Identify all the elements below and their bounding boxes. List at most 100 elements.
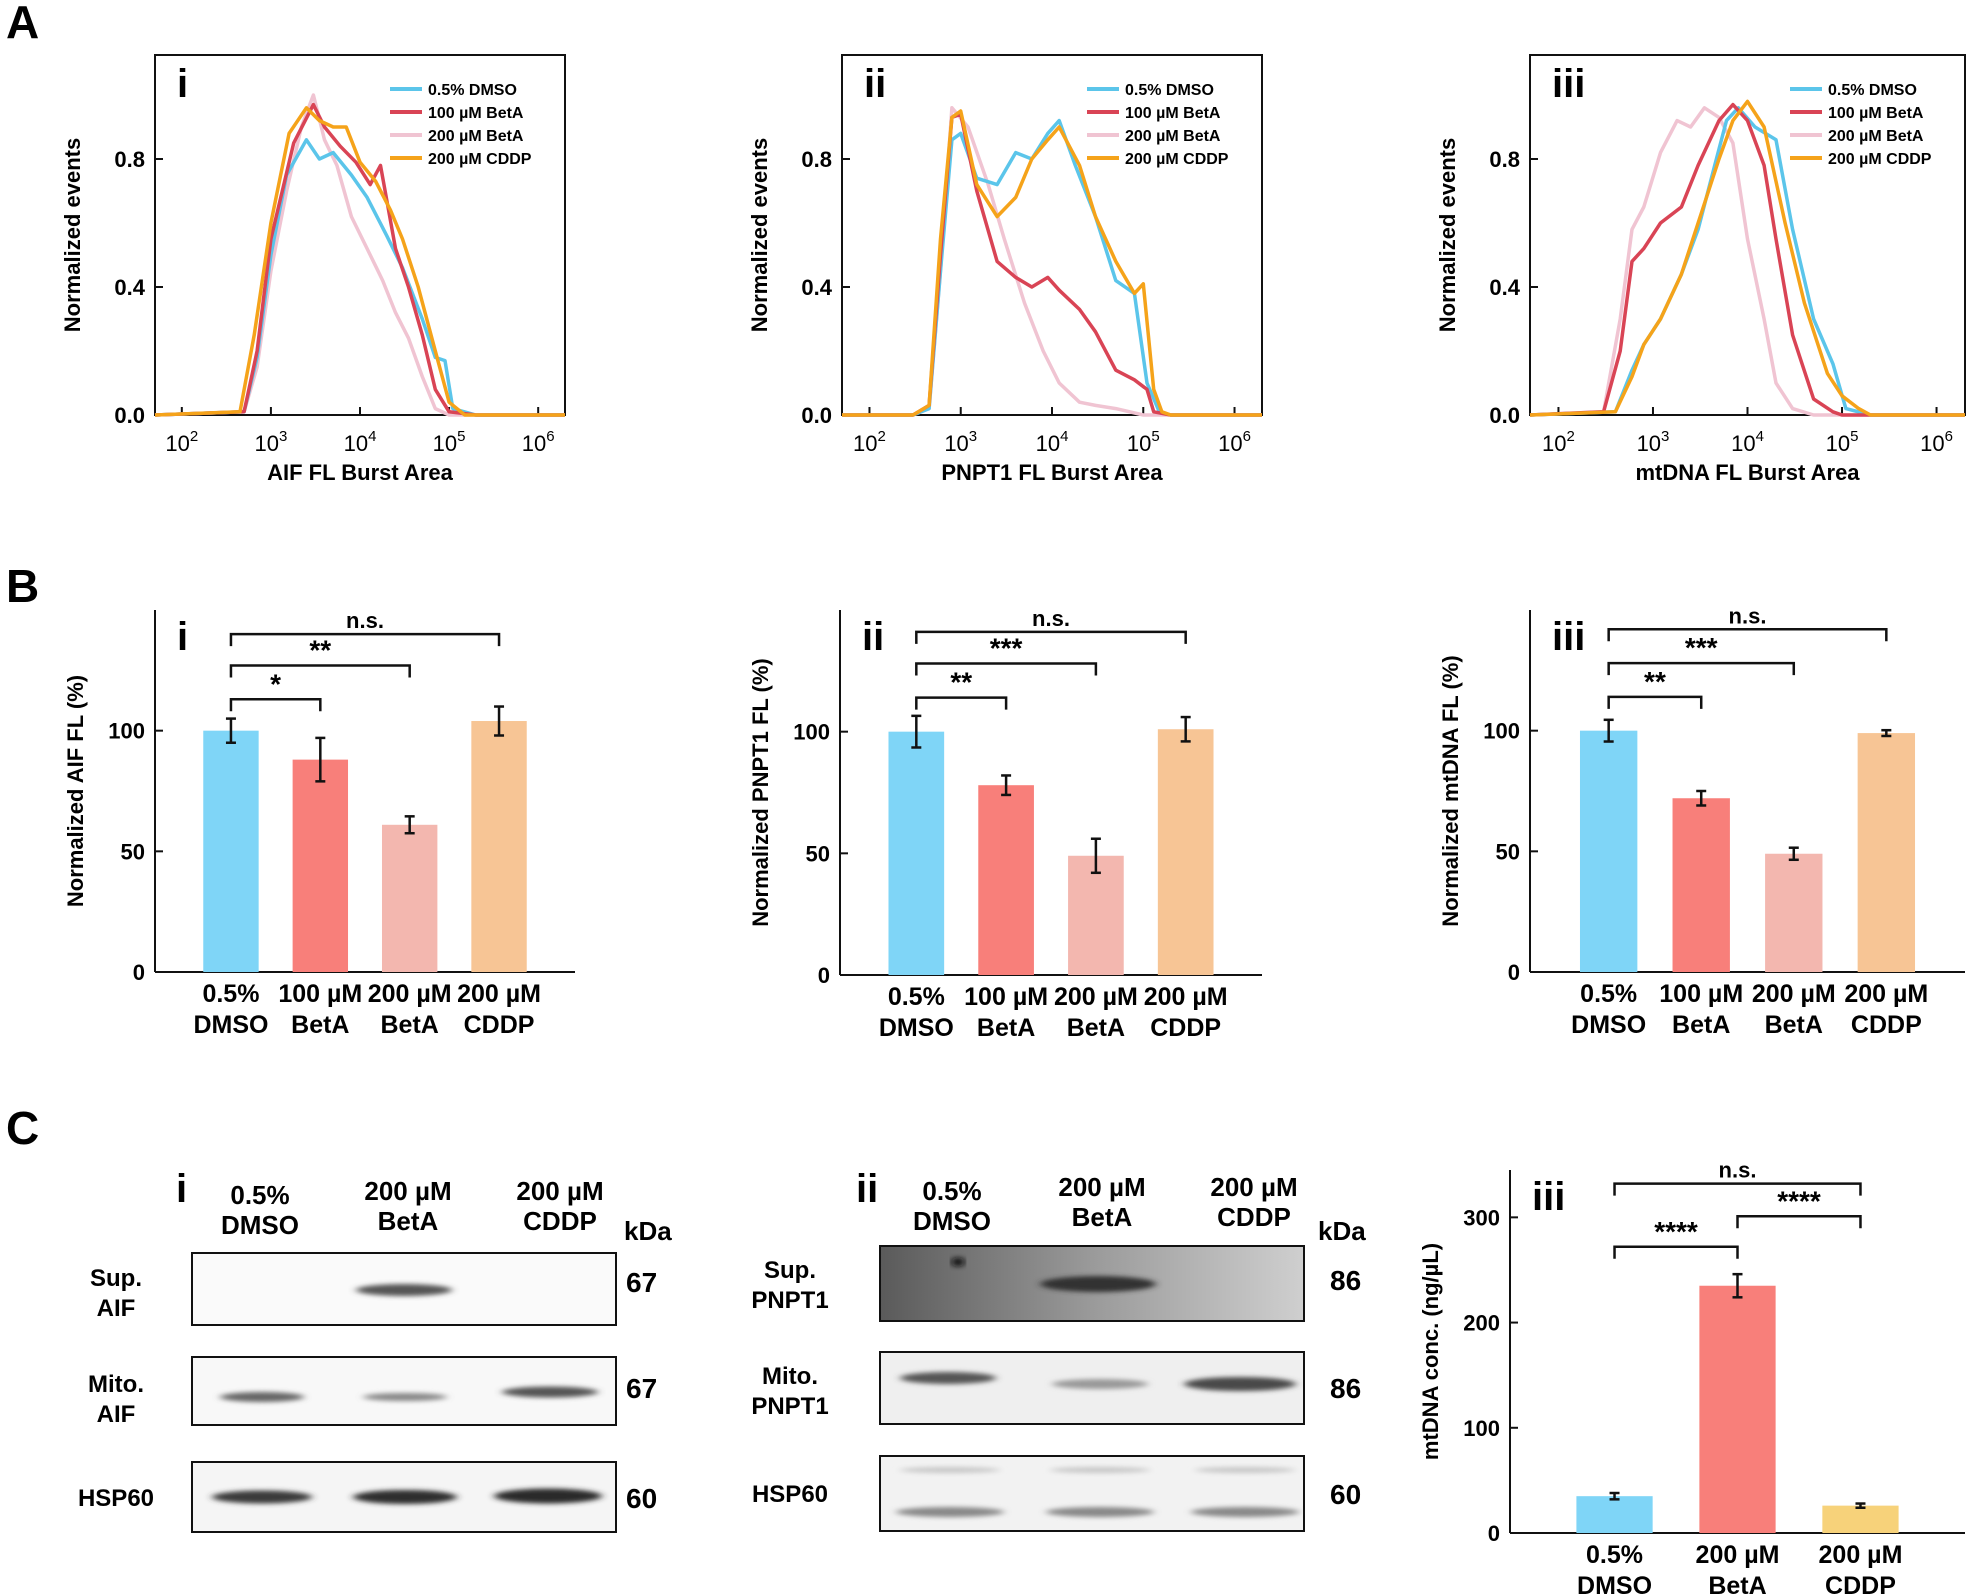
y-tick-label: 300 — [1463, 1205, 1500, 1230]
y-tick-label: 0.8 — [801, 147, 832, 172]
legend-label: 200 µM BetA — [428, 128, 524, 145]
blot-lane-label: BetA — [378, 1206, 439, 1236]
significance-label: ** — [309, 635, 331, 666]
significance-bracket — [1613, 1245, 1739, 1259]
y-axis-label: Normalized events — [60, 138, 85, 332]
legend-label: 100 µM BetA — [428, 105, 524, 122]
bar — [1672, 798, 1730, 972]
bar — [292, 759, 349, 972]
category-label: 200 µM — [1844, 980, 1928, 1008]
significance-bracket — [915, 662, 1098, 676]
significance-label: n.s. — [346, 608, 384, 633]
category-label: CDDP — [464, 1011, 535, 1039]
sub-label-ci: i — [176, 1167, 187, 1211]
sub-label: iii — [1552, 62, 1585, 106]
kda-label: kDa — [624, 1216, 672, 1246]
y-tick-label: 50 — [806, 841, 830, 866]
y-axis-label: Normalized PNPT1 FL (%) — [748, 658, 773, 927]
x-axis-label: PNPT1 FL Burst Area — [941, 460, 1163, 485]
legend-label: 0.5% DMSO — [1125, 82, 1214, 99]
blot-row-label: AIF — [97, 1401, 136, 1428]
blot-band — [353, 1490, 457, 1504]
bar-chart-pnpt1: 0 50 100 0.5% DMSO 100 µM BetA 200 µM BetA 200 µM… — [748, 606, 1262, 1042]
x-axis-label: mtDNA FL Burst Area — [1635, 460, 1860, 485]
blot-band — [900, 1467, 1000, 1473]
bar-chart-mtdna: 0 50 100 0.5% DMSO 100 µM BetA 200 µM BetA 200 µM… — [1438, 603, 1965, 1039]
y-axis-label: Normalized AIF FL (%) — [63, 675, 88, 907]
significance-bracket — [915, 630, 1187, 644]
significance-label: **** — [1777, 1185, 1821, 1216]
y-tick-label: 0.0 — [114, 403, 145, 428]
category-label: 100 µM — [1659, 980, 1743, 1008]
y-axis-label: Normalized mtDNA FL (%) — [1438, 655, 1463, 926]
category-label: 200 µM — [1144, 983, 1228, 1011]
y-tick-label: 100 — [793, 720, 830, 745]
x-tick-label: 103 — [254, 428, 287, 456]
x-tick-label: 104 — [1036, 428, 1069, 456]
x-tick-label: 103 — [944, 428, 977, 456]
blot-row-label: Sup. — [90, 1265, 142, 1292]
bar — [1765, 853, 1823, 972]
y-axis-label: mtDNA conc. (ng/µL) — [1418, 1243, 1443, 1460]
bar-chart-mtdna-conc: 0 100 200 300 0.5% DMSO 200 µM BetA 200 µM CDDP **… — [1418, 1158, 1965, 1596]
blot-lane-label: BetA — [1072, 1202, 1133, 1232]
sub-label: iii — [1552, 615, 1585, 659]
x-tick-label: 105 — [1127, 428, 1160, 456]
series-line — [1529, 106, 1965, 417]
blot-band — [896, 1507, 1004, 1517]
y-tick-label: 0.4 — [1489, 275, 1520, 300]
category-label: 200 µM — [368, 980, 452, 1008]
blot-lane-label: 200 µM — [1058, 1172, 1145, 1202]
bar-chart-aif: 0 50 100 0.5% DMSO 100 µM BetA 200 µM BetA 200 µM… — [63, 608, 575, 1039]
y-axis-label: Normalized events — [1435, 138, 1460, 332]
significance-bracket — [1736, 1215, 1862, 1229]
histogram-aif: i 0.0 0.4 0.8 102 103 104 105 106 AIF FL Burst Ar… — [60, 54, 566, 485]
x-tick-label: 102 — [165, 428, 198, 456]
significance-bracket — [1607, 661, 1796, 676]
y-tick-label: 0.0 — [801, 403, 832, 428]
y-tick-label: 100 — [1463, 1416, 1500, 1441]
legend-label: 100 µM BetA — [1828, 105, 1924, 122]
bar — [1857, 733, 1916, 972]
blot-lane-label: 200 µM — [1210, 1172, 1297, 1202]
blot-band — [1040, 1276, 1156, 1292]
blot-row-label: HSP60 — [752, 1481, 828, 1508]
blot-band — [1050, 1467, 1150, 1473]
series-line — [154, 93, 565, 417]
category-label: BetA — [291, 1011, 349, 1039]
legend-label: 100 µM BetA — [1125, 105, 1221, 122]
x-tick-label: 106 — [1218, 428, 1251, 456]
x-tick-label: 102 — [853, 428, 886, 456]
bar — [203, 730, 259, 972]
y-tick-label: 0.4 — [114, 275, 145, 300]
kda-value: 86 — [1330, 1373, 1361, 1404]
category-label: 200 µM — [1819, 1541, 1903, 1569]
histogram-pnpt1: ii 0.0 0.4 0.8 102 103 104 105 106 PNPT1 FL Burst… — [747, 54, 1263, 485]
blot-lane-label: 0.5% — [922, 1176, 981, 1206]
x-tick-label: 105 — [433, 428, 466, 456]
bar — [1579, 730, 1638, 972]
significance-label: *** — [1685, 632, 1718, 663]
panel-label-c: C — [6, 1102, 39, 1154]
blot-band — [1052, 1379, 1148, 1389]
category-label: CDDP — [1851, 1011, 1922, 1039]
western-blot-pnpt1: ii 0.5% DMSO 200 µM BetA 200 µM CDDP kDa… — [751, 1167, 1366, 1532]
blot-band — [363, 1393, 447, 1401]
category-label: 200 µM — [1752, 980, 1836, 1008]
x-tick-label: 104 — [1731, 428, 1764, 456]
bar — [1068, 855, 1124, 975]
legend-label: 0.5% DMSO — [428, 82, 517, 99]
y-tick-label: 200 — [1463, 1311, 1500, 1336]
panel-label-b: B — [6, 560, 39, 612]
blot-lane-label: DMSO — [913, 1206, 991, 1236]
bar — [1157, 729, 1214, 975]
significance-bracket — [1607, 695, 1703, 709]
category-label: 200 µM — [1054, 983, 1138, 1011]
series-line — [842, 109, 1262, 417]
series-line — [1529, 102, 1965, 417]
legend-label: 200 µM BetA — [1125, 128, 1221, 145]
legend-label: 200 µM CDDP — [1828, 151, 1932, 168]
category-label: BetA — [1672, 1011, 1730, 1039]
significance-bracket — [229, 632, 501, 647]
y-tick-label: 0.8 — [1489, 147, 1520, 172]
